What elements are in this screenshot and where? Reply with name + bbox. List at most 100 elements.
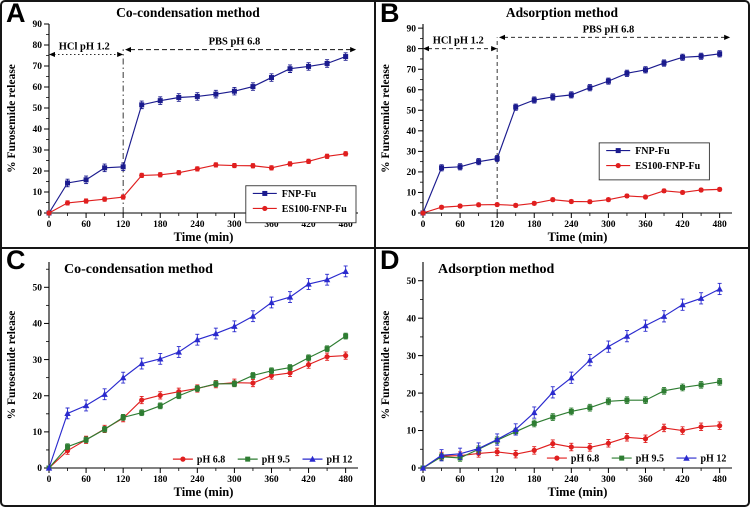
legend-label: pH 12 <box>701 453 727 464</box>
data-marker <box>642 67 648 73</box>
data-marker <box>439 165 445 171</box>
data-marker <box>623 332 631 339</box>
data-marker <box>231 381 237 387</box>
series-ph-9.5 <box>46 332 349 471</box>
x-tick-label: 360 <box>264 220 279 230</box>
data-marker <box>176 393 182 399</box>
data-marker <box>680 384 686 390</box>
data-marker <box>615 162 621 169</box>
data-marker <box>531 97 537 103</box>
data-marker <box>157 172 163 178</box>
chart-d: 0 60 120 180 240 300 360 420 480 0 10 20 30 40 50 Time … <box>380 262 732 499</box>
data-marker <box>697 294 705 301</box>
series-es100-fnp-fu <box>46 151 349 216</box>
y-tick-label: 70 <box>407 65 417 75</box>
y-axis-label: % Furosemide release <box>380 64 392 173</box>
phase-label: PBS pH 6.8 <box>209 37 261 48</box>
legend-label: pH 12 <box>327 454 353 465</box>
data-marker <box>157 355 164 362</box>
data-marker <box>194 385 200 391</box>
data-marker <box>698 424 704 430</box>
data-marker <box>568 374 575 381</box>
data-marker <box>268 368 274 374</box>
data-marker <box>605 343 612 350</box>
x-tick-label: 420 <box>675 475 690 485</box>
data-marker <box>249 312 257 319</box>
data-marker <box>624 397 630 403</box>
data-marker <box>262 190 268 196</box>
series-ph-12 <box>419 282 723 471</box>
x-tick-label: 300 <box>601 475 616 485</box>
data-marker <box>587 85 593 91</box>
x-tick-label: 240 <box>564 475 579 485</box>
data-marker <box>554 455 560 461</box>
phase-label: HCl pH 1.2 <box>433 36 484 47</box>
y-tick-label: 30 <box>33 146 43 156</box>
panel-letter-a: A <box>6 0 26 28</box>
data-marker <box>513 202 519 208</box>
data-marker <box>568 198 574 205</box>
x-tick-label: 0 <box>47 220 52 230</box>
series-fnp-fu <box>46 52 349 216</box>
data-marker <box>306 63 312 69</box>
data-marker <box>250 163 256 169</box>
axes: 0 60 120 180 240 300 360 420 480 0 10 20 30 40 50 60 70 8… <box>380 24 732 244</box>
x-tick-label: 180 <box>153 220 168 230</box>
data-marker <box>157 403 163 409</box>
y-tick-label: 10 <box>33 428 43 438</box>
panel-title-c: Co-condensation method <box>64 262 213 277</box>
y-tick-label: 20 <box>407 389 417 399</box>
arrowhead <box>125 47 132 53</box>
y-tick-label: 80 <box>407 45 417 55</box>
y-tick-label: 20 <box>33 392 43 402</box>
data-marker <box>176 170 182 176</box>
data-marker <box>65 180 71 186</box>
y-tick-label: 10 <box>407 189 417 199</box>
x-tick-label: 360 <box>638 475 653 485</box>
x-tick-label: 480 <box>339 220 354 230</box>
data-marker <box>624 193 630 199</box>
x-tick-label: 240 <box>564 220 579 230</box>
x-axis-label: Time (min) <box>174 485 234 499</box>
annotations: HCl pH 1.2 PBS pH 6.8 <box>49 37 357 213</box>
panel-title-b: Adsorption method <box>505 5 619 20</box>
data-marker <box>82 402 90 409</box>
data-marker <box>102 165 108 171</box>
legend-label: pH 9.5 <box>262 454 290 465</box>
x-tick-label: 60 <box>455 220 465 230</box>
data-marker <box>268 299 275 306</box>
data-marker <box>717 51 723 57</box>
data-marker <box>324 346 330 352</box>
y-tick-label: 0 <box>411 464 416 474</box>
y-tick-label: 10 <box>407 427 417 437</box>
data-marker <box>83 177 89 183</box>
data-marker <box>180 456 186 462</box>
data-marker <box>476 159 482 165</box>
data-marker <box>550 414 556 420</box>
series-line <box>48 355 346 469</box>
data-marker <box>64 200 71 206</box>
data-marker <box>624 70 630 76</box>
y-tick-label: 30 <box>407 148 417 158</box>
data-marker <box>679 427 686 434</box>
legend-label: pH 9.5 <box>636 453 664 464</box>
data-marker <box>138 360 145 367</box>
x-tick-label: 300 <box>601 220 616 230</box>
y-tick-label: 50 <box>33 104 43 114</box>
data-marker <box>342 267 349 274</box>
data-marker <box>139 102 145 108</box>
x-tick-label: 0 <box>421 220 426 230</box>
data-marker <box>587 405 593 411</box>
data-marker <box>262 205 268 212</box>
data-marker <box>642 397 648 403</box>
data-marker <box>213 381 219 387</box>
legend: FNP-Fu ES100-FNP-Fu <box>598 142 710 181</box>
panel-a: A Co-condensation method HCl pH 1.2 PBS p… <box>2 2 374 247</box>
phase-label: HCl pH 1.2 <box>59 41 110 52</box>
data-marker <box>268 75 274 81</box>
data-marker <box>717 423 723 429</box>
y-tick-label: 20 <box>33 167 43 177</box>
data-marker <box>45 464 53 471</box>
data-marker <box>343 54 349 60</box>
data-marker <box>661 425 667 431</box>
